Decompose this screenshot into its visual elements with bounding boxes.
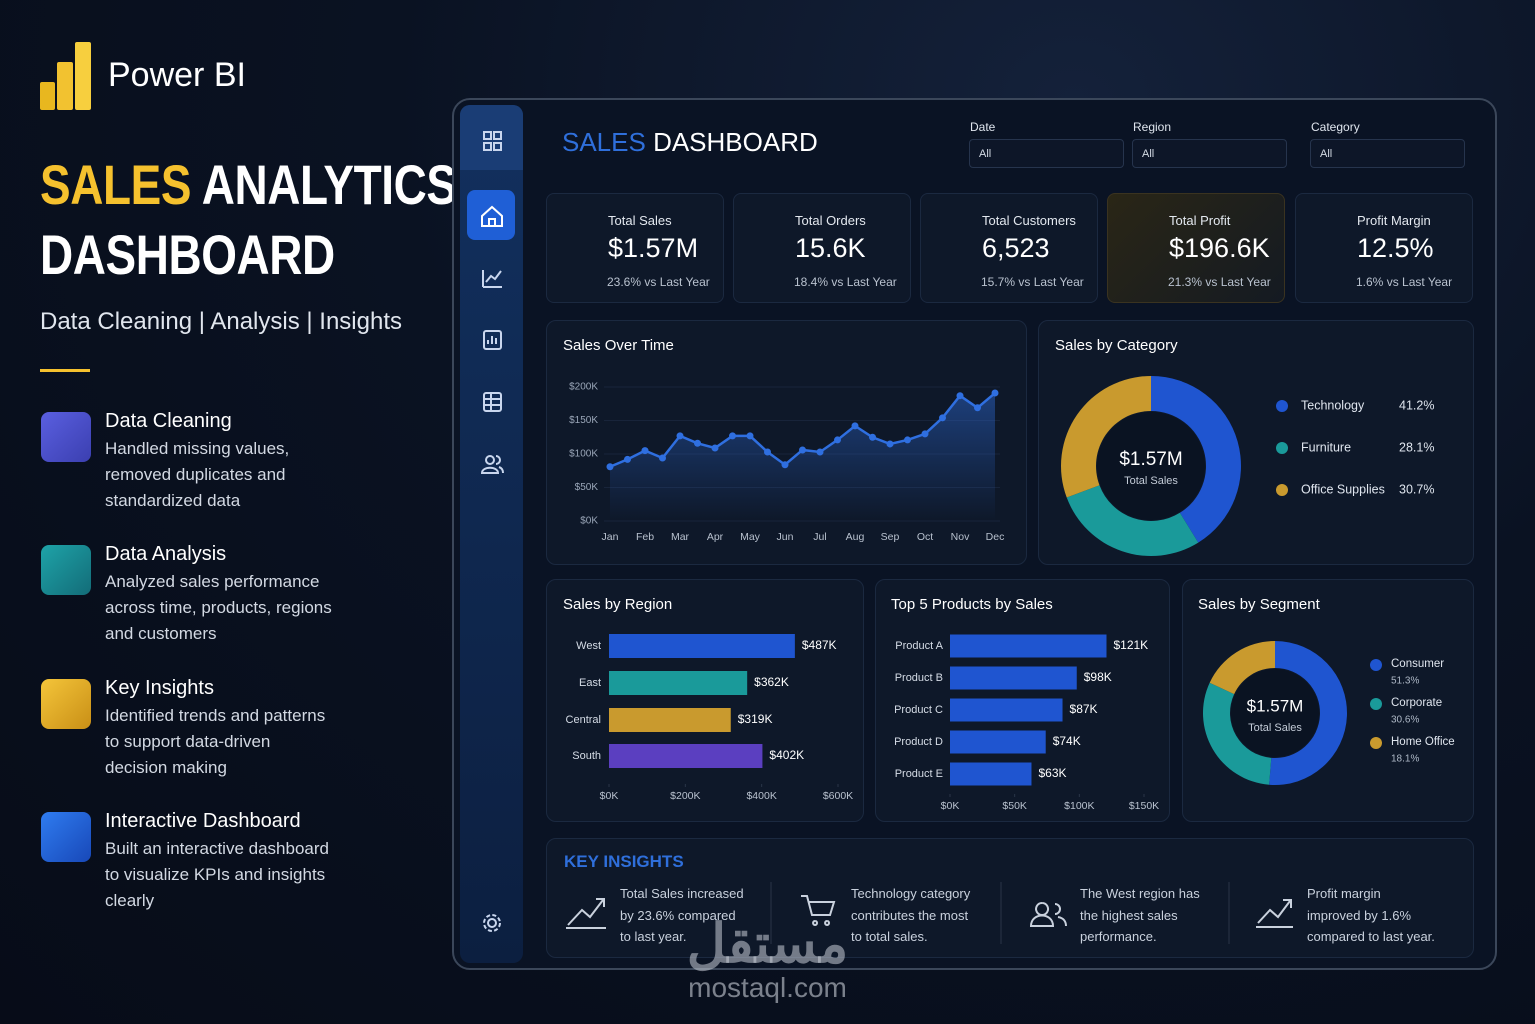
feature-text: Handled missing values, removed duplicat… [105,439,290,510]
brand: Power BI [108,56,246,94]
kpi-change: 23.6% [607,275,642,289]
kpi-change: 18.4% [794,275,829,289]
kpi-compare: vs Last Year [831,275,897,289]
kpi-label: Total Orders [795,213,866,228]
sidebar [460,105,523,963]
hero-accent: SALES [40,153,192,216]
hero-line2: DASHBOARD [40,223,335,286]
dashboard-title: SALES DASHBOARD [562,127,818,158]
kpi-change-row: 23.6% vs Last Year [607,275,710,289]
kpi-card [546,193,724,303]
kpi-value: 6,523 [982,233,1050,263]
feature-title: Key Insights [105,676,214,699]
insights-title: KEY INSIGHTS [564,852,684,871]
dashboard-title-text: DASHBOARD [653,127,818,157]
feature-title: Interactive Dashboard [105,809,301,832]
kpi-label: Total Sales [608,213,672,228]
insight-text: Profit margin improved by 1.6% compared … [1307,886,1435,944]
filter-select[interactable]: All [1310,139,1465,168]
kpi-label: Total Profit [1169,213,1231,228]
insight-text: The West region has the highest sales pe… [1080,886,1200,944]
filter-select[interactable]: All [1132,139,1287,168]
card-products [875,579,1170,822]
card-region [546,579,864,822]
kpi-card [920,193,1098,303]
card-insights [546,838,1474,958]
kpi-value: 15.6K [795,233,866,263]
kpi-change-row: 15.7% vs Last Year [981,275,1084,289]
nav-home[interactable] [467,190,515,240]
feature-icon [41,545,91,596]
kpi-change-row: 21.3% vs Last Year [1168,275,1271,289]
kpi-compare: vs Last Year [1205,275,1271,289]
feature-icon [41,811,91,862]
kpi-compare: vs Last Year [1386,275,1453,289]
kpi-change-row: 18.4% vs Last Year [794,275,897,289]
kpi-change: 1.6% [1356,275,1384,289]
logo-icon [40,42,91,110]
kpi-compare: vs Last Year [1018,275,1084,289]
kpi-change: 15.7% [981,275,1016,289]
kpi-compare: vs Last Year [644,275,710,289]
filter-label: Date [970,120,996,134]
card-category [1038,320,1474,565]
kpi-card [733,193,911,303]
kpi-card [1107,193,1285,303]
dashboard-accent: SALES [562,127,646,157]
kpi-label: Profit Margin [1357,213,1431,228]
feature-text: Built an interactive dashboard to visual… [105,838,329,910]
kpi-change-row: 1.6% vs Last Year [1356,275,1452,289]
feature-title: Data Analysis [105,543,227,566]
kpi-value: 12.5% [1357,233,1434,263]
watermark-arabic: مستقل [686,914,849,974]
watermark-latin: mostaql.com [688,972,847,1003]
hero-title: SALES ANALYTICS DASHBOARD [40,150,457,290]
sidebar-top[interactable] [460,105,523,170]
feature-icon [41,678,91,729]
divider [40,369,90,372]
filter-label: Category [1311,120,1360,134]
card-line [546,320,1027,565]
kpi-value: $1.57M [608,233,699,263]
feature-icon [41,412,91,462]
feature-text: Identified trends and patterns to suppor… [105,705,326,777]
insight-text: Technology category contributes the most… [851,886,971,944]
feature-title: Data Cleaning [105,410,232,432]
kpi-change: 21.3% [1168,275,1203,289]
kpi-label: Total Customers [982,213,1076,228]
hero-line1: ANALYTICS [201,153,457,216]
hero-subtitle: Data Cleaning | Analysis | Insights [40,308,402,335]
filter-select[interactable]: All [969,139,1124,168]
insight-text: Total Sales increased by 23.6% compared … [620,886,744,944]
logo [40,42,92,110]
kpi-value: $196.6K [1169,233,1270,263]
card-segment [1182,579,1474,822]
filter-label: Region [1133,120,1172,134]
kpi-card [1295,193,1473,303]
feature-text: Analyzed sales performance across time, … [105,572,332,644]
